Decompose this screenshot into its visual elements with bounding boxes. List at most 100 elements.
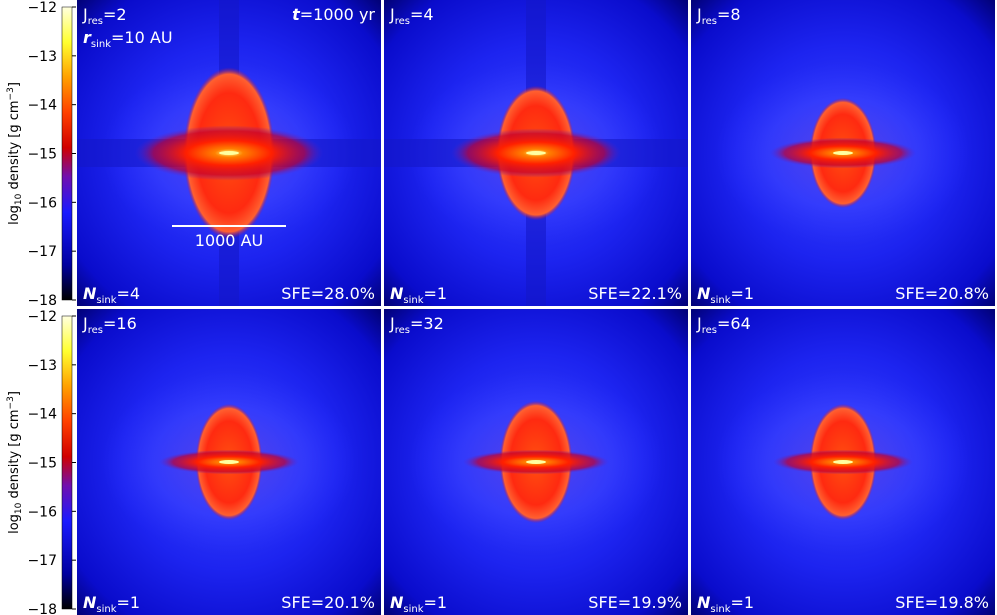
- value: =10 AU: [111, 28, 173, 47]
- density-panel: [691, 0, 995, 306]
- label-part: 10: [14, 502, 24, 514]
- value: =1: [424, 593, 448, 612]
- colorbar-tick-label: −17: [27, 553, 57, 569]
- symbol: N: [697, 593, 711, 612]
- scale-bar-label: 1000 AU: [195, 231, 263, 250]
- density-panel: [384, 0, 688, 306]
- resolution-label: Jres=8: [696, 5, 741, 27]
- colorbar-tick-label: −12: [27, 309, 57, 325]
- value: =4: [117, 284, 141, 303]
- sink-count: Nsink=1: [390, 593, 447, 615]
- value: =1: [731, 284, 755, 303]
- sink-count: Nsink=4: [83, 284, 140, 306]
- symbol: N: [697, 284, 711, 303]
- sink-count: Nsink=1: [697, 593, 754, 615]
- subscript: res: [702, 16, 717, 27]
- subscript: res: [702, 325, 717, 336]
- symbol: N: [390, 593, 404, 612]
- sfe-label: SFE=19.8%: [895, 593, 989, 612]
- sink-count: Nsink=1: [83, 593, 140, 615]
- subscript: sink: [96, 604, 116, 615]
- core: [219, 460, 239, 464]
- time-label: t=1000 yr: [292, 5, 375, 24]
- colorbar-label: log10 density [g cm−3]: [6, 82, 24, 225]
- subscript: sink: [403, 295, 423, 306]
- colorbar-tick-label: −12: [27, 0, 57, 16]
- label-part: ]: [7, 82, 22, 87]
- value: =1: [424, 284, 448, 303]
- label-part: density [g cm: [7, 409, 22, 502]
- colorbar-tick-label: −17: [27, 244, 57, 260]
- label-part: log: [7, 514, 22, 534]
- symbol: J: [389, 314, 395, 333]
- symbol: J: [389, 5, 395, 24]
- colorbar-tick-label: −18: [27, 602, 57, 615]
- sink-radius: rsink=10 AU: [83, 28, 173, 50]
- resolution-label: Jres=2: [82, 5, 127, 27]
- colorbar-label: log10 density [g cm−3]: [6, 391, 24, 534]
- label-part: −3: [6, 87, 16, 100]
- colorbar-tick-label: −15: [27, 147, 57, 163]
- core: [219, 151, 239, 155]
- core: [833, 460, 853, 464]
- value: =32: [410, 314, 444, 333]
- colorbar-tick-label: −16: [27, 504, 57, 520]
- subscript: res: [395, 16, 410, 27]
- sfe-label: SFE=20.1%: [281, 593, 375, 612]
- colorbar-tick-label: −16: [27, 195, 57, 211]
- symbol: N: [390, 284, 404, 303]
- subscript: res: [88, 16, 103, 27]
- symbol: t: [292, 5, 301, 24]
- subscript: sink: [710, 604, 730, 615]
- density-panel: [77, 309, 381, 615]
- symbol: N: [83, 284, 97, 303]
- subscript: sink: [710, 295, 730, 306]
- subscript: sink: [96, 295, 116, 306]
- label-part: 10: [14, 193, 24, 205]
- colorbar: [61, 6, 73, 301]
- value: =64: [717, 314, 751, 333]
- core: [526, 460, 546, 464]
- value: =1: [731, 593, 755, 612]
- density-panel: [384, 309, 688, 615]
- symbol: J: [82, 314, 88, 333]
- subscript: res: [88, 325, 103, 336]
- resolution-label: Jres=64: [696, 314, 751, 336]
- value: =8: [717, 5, 741, 24]
- value: =2: [103, 5, 127, 24]
- sfe-label: SFE=19.9%: [588, 593, 682, 612]
- resolution-label: Jres=16: [82, 314, 137, 336]
- symbol: J: [696, 5, 702, 24]
- core: [833, 151, 853, 155]
- subscript: res: [395, 325, 410, 336]
- colorbar-tick-label: −13: [27, 49, 57, 65]
- symbol: J: [696, 314, 702, 333]
- density-panel: [77, 0, 381, 306]
- resolution-label: Jres=4: [389, 5, 434, 27]
- value: =1: [117, 593, 141, 612]
- sink-count: Nsink=1: [697, 284, 754, 306]
- symbol: J: [82, 5, 88, 24]
- sfe-label: SFE=22.1%: [588, 284, 682, 303]
- value: =16: [103, 314, 137, 333]
- value: =4: [410, 5, 434, 24]
- colorbar-tick-label: −13: [27, 358, 57, 374]
- resolution-label: Jres=32: [389, 314, 444, 336]
- symbol: r: [83, 28, 92, 47]
- label-part: ]: [7, 391, 22, 396]
- sink-count: Nsink=1: [390, 284, 447, 306]
- density-panel: [691, 309, 995, 615]
- core: [526, 151, 546, 155]
- colorbar: [61, 315, 73, 610]
- subscript: sink: [403, 604, 423, 615]
- label-part: log: [7, 205, 22, 225]
- symbol: N: [83, 593, 97, 612]
- subscript: sink: [91, 39, 111, 50]
- sfe-label: SFE=20.8%: [895, 284, 989, 303]
- colorbar-tick-label: −15: [27, 456, 57, 472]
- colorbar-tick-label: −14: [27, 98, 57, 114]
- value: =1000 yr: [300, 5, 376, 24]
- sfe-label: SFE=28.0%: [281, 284, 375, 303]
